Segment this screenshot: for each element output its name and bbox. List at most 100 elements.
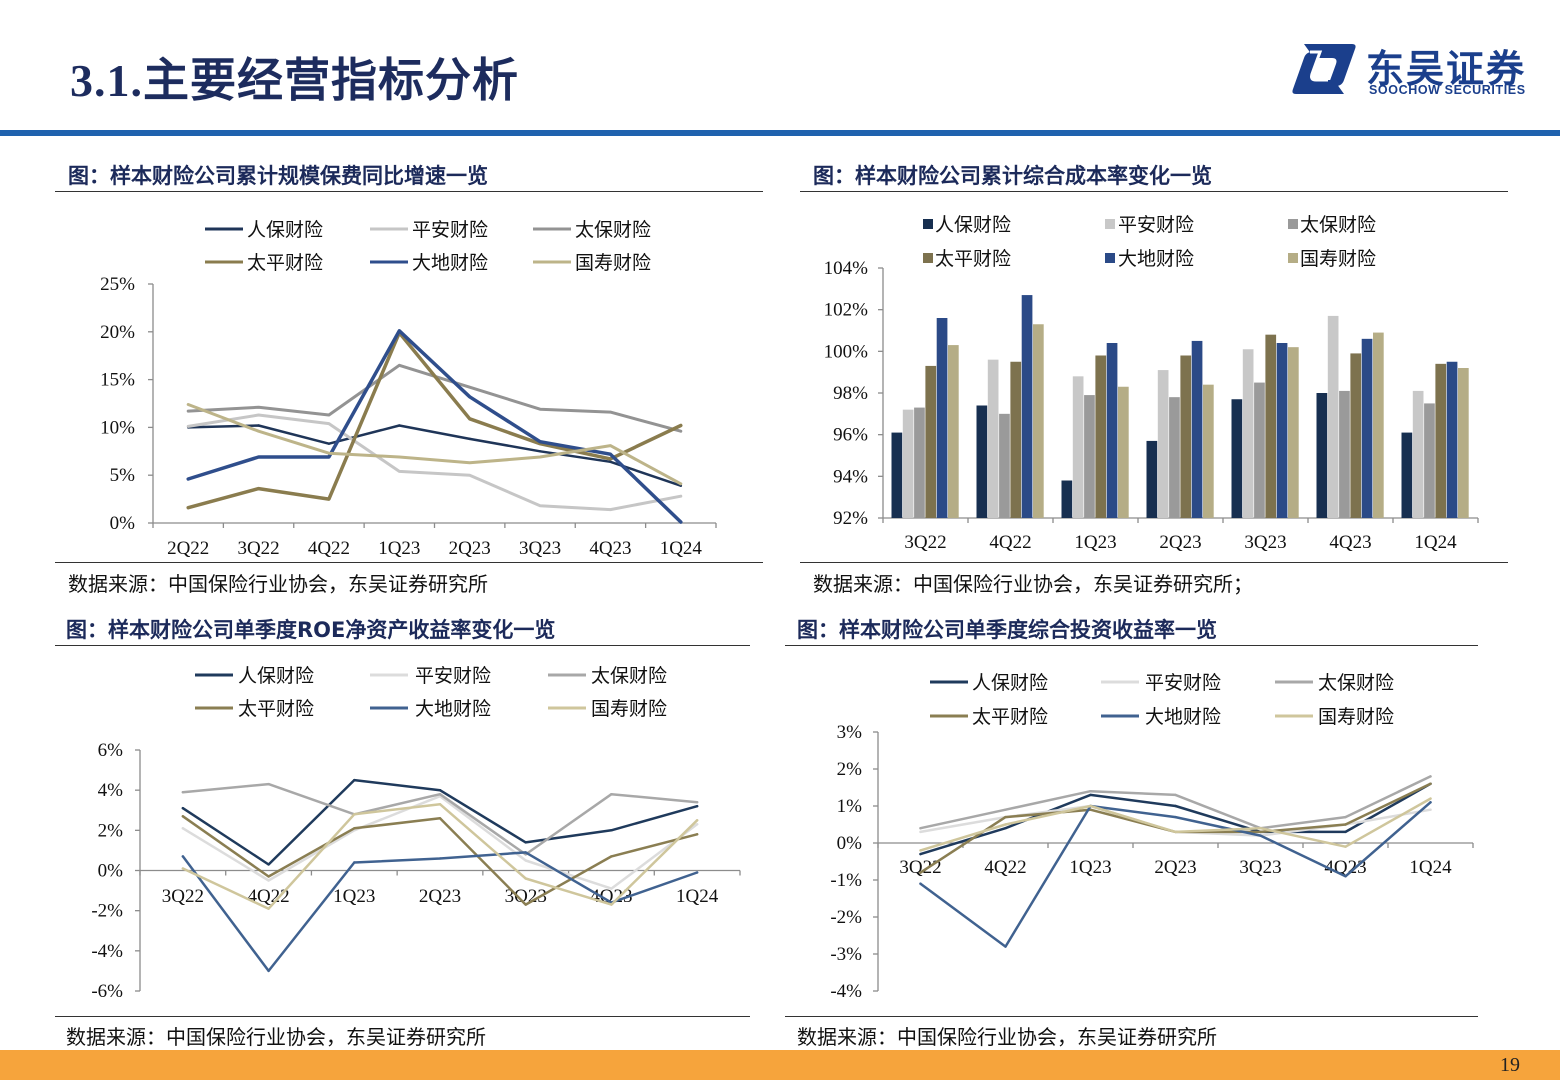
series-6-point-4 [398, 455, 401, 459]
series-1-point-6 [1344, 830, 1347, 834]
panel-2-bottom-rule [800, 562, 1508, 563]
series-5-point-7 [1429, 801, 1432, 804]
series-6-point-5 [1259, 827, 1262, 830]
y-tick-label: -4% [91, 941, 123, 962]
bar-s5-c2 [1021, 295, 1033, 518]
x-tick-label: 2Q22 [167, 538, 209, 559]
series-2-point-7 [1429, 808, 1432, 811]
series-4-point-7 [609, 457, 612, 461]
bar-s4-c3 [1095, 355, 1107, 518]
series-2-point-1 [181, 827, 185, 830]
legend-marker-6 [1288, 253, 1298, 263]
series-6-point-4 [438, 803, 442, 806]
series-4-point-1 [919, 871, 922, 874]
series-5-point-1 [186, 477, 190, 481]
series-3-point-6 [610, 792, 613, 796]
series-5-point-2 [257, 455, 260, 459]
series-6-point-1 [186, 403, 190, 406]
series-1-point-2 [1004, 827, 1007, 830]
series-3-point-7 [1429, 775, 1432, 778]
series-6-point-5 [524, 877, 527, 880]
bar-s3-c6 [1339, 390, 1350, 518]
bar-s1-c7 [1401, 432, 1413, 518]
bar-s4-c1 [925, 365, 937, 518]
legend-label-4: 太平财险 [935, 248, 1011, 270]
y-tick-label: 6% [98, 740, 124, 761]
series-4-point-7 [1429, 782, 1432, 785]
y-tick-label: -2% [91, 901, 123, 922]
series-6-point-5 [468, 461, 471, 464]
premium-growth-line-chart: 0% 5% 10% 15% 20% 25% 2Q22 3Q22 4Q22 1Q23 2Q23 3Q23… [100, 219, 717, 559]
series-5-point-7 [609, 452, 612, 456]
y-tick-label: 15% [100, 370, 135, 391]
legend-label-6: 国寿财险 [575, 252, 651, 274]
series-2-point-5 [468, 474, 471, 477]
series-6-point-7 [1429, 797, 1432, 800]
x-tick-label: 2Q23 [449, 538, 491, 559]
y-tick-label: 5% [110, 465, 136, 486]
series-6-point-2 [1004, 823, 1007, 826]
y-tick-label: 4% [98, 780, 124, 801]
y-tick-label: 20% [100, 322, 135, 343]
combined-ratio-bar-chart: 92% 94% 96% 98% 100% 102% 104% 3Q22 4Q22 1Q23 2Q23… [824, 214, 1479, 553]
series-3-point-6 [1344, 815, 1347, 819]
bar-s2-c5 [1242, 349, 1254, 518]
series-5-point-4 [1174, 815, 1177, 819]
bar-s2-c3 [1072, 376, 1084, 518]
y-tick-label: 104% [824, 258, 869, 279]
header-divider [0, 130, 1560, 136]
legend-label-3: 太保财险 [1318, 672, 1394, 694]
bar-s5-c1 [936, 318, 948, 518]
legend-label-5: 大地财险 [1118, 248, 1194, 270]
series-4-point-5 [524, 903, 527, 906]
series-1-point-6 [610, 829, 613, 832]
x-tick-label: 1Q24 [1409, 857, 1452, 878]
legend-label-2: 平安财险 [1145, 672, 1221, 694]
legend-label-1: 人保财险 [247, 219, 323, 241]
x-tick-label: 4Q22 [308, 538, 350, 559]
x-tick-label: 1Q23 [333, 886, 375, 907]
legend-label-1: 人保财险 [972, 672, 1048, 694]
y-tick-label: -6% [91, 981, 123, 1002]
series-3-point-2 [257, 406, 260, 409]
bar-s6-c1 [948, 345, 959, 518]
series-1-point-5 [468, 437, 471, 441]
panel-4-bottom-rule [785, 1016, 1478, 1017]
bar-s4-c7 [1435, 363, 1447, 518]
x-tick-label: 1Q23 [1074, 532, 1116, 553]
legend-label-3: 太保财险 [575, 219, 651, 241]
x-tick-label: 1Q23 [1069, 857, 1111, 878]
panel-3-bottom-rule [55, 1016, 750, 1017]
y-tick-label: 96% [833, 425, 868, 446]
series-6-point-6 [1344, 845, 1347, 848]
x-tick-label: 1Q24 [676, 886, 719, 907]
series-line-2 [186, 413, 683, 512]
logo-wordmark-cn: 东吴证券 [1366, 47, 1527, 91]
series-4-point-7 [695, 833, 699, 836]
x-tick-label: 2Q23 [1159, 532, 1201, 553]
bar-s3-c2 [999, 413, 1010, 518]
series-1-point-4 [438, 788, 442, 792]
y-tick-label: 100% [824, 341, 869, 362]
series-3-point-7 [695, 801, 699, 804]
series-4-point-5 [468, 417, 471, 420]
series-6-point-3 [327, 452, 331, 455]
panel-3-title: 图：样本财险公司单季度ROE净资产收益率变化一览 [66, 618, 556, 642]
series-3-point-4 [398, 364, 401, 367]
legend-label-6: 国寿财险 [591, 698, 667, 720]
legend-label-2: 平安财险 [412, 219, 488, 241]
legend-label-4: 太平财险 [238, 698, 314, 720]
bar-s6-c4 [1203, 384, 1214, 518]
panel-3-source: 数据来源：中国保险行业协会，东吴证券研究所 [66, 1025, 486, 1049]
series-5-point-5 [524, 851, 527, 854]
series-5-point-2 [1004, 945, 1007, 948]
x-tick-label: 3Q23 [1244, 532, 1286, 553]
series-6-point-3 [1089, 804, 1092, 808]
series-2-point-2 [257, 413, 260, 417]
bar-s2-c1 [902, 409, 914, 518]
series-5-point-1 [919, 882, 922, 885]
legend-marker-5 [1105, 253, 1115, 263]
series-4-point-2 [257, 487, 260, 490]
series-2-point-6 [610, 887, 613, 890]
